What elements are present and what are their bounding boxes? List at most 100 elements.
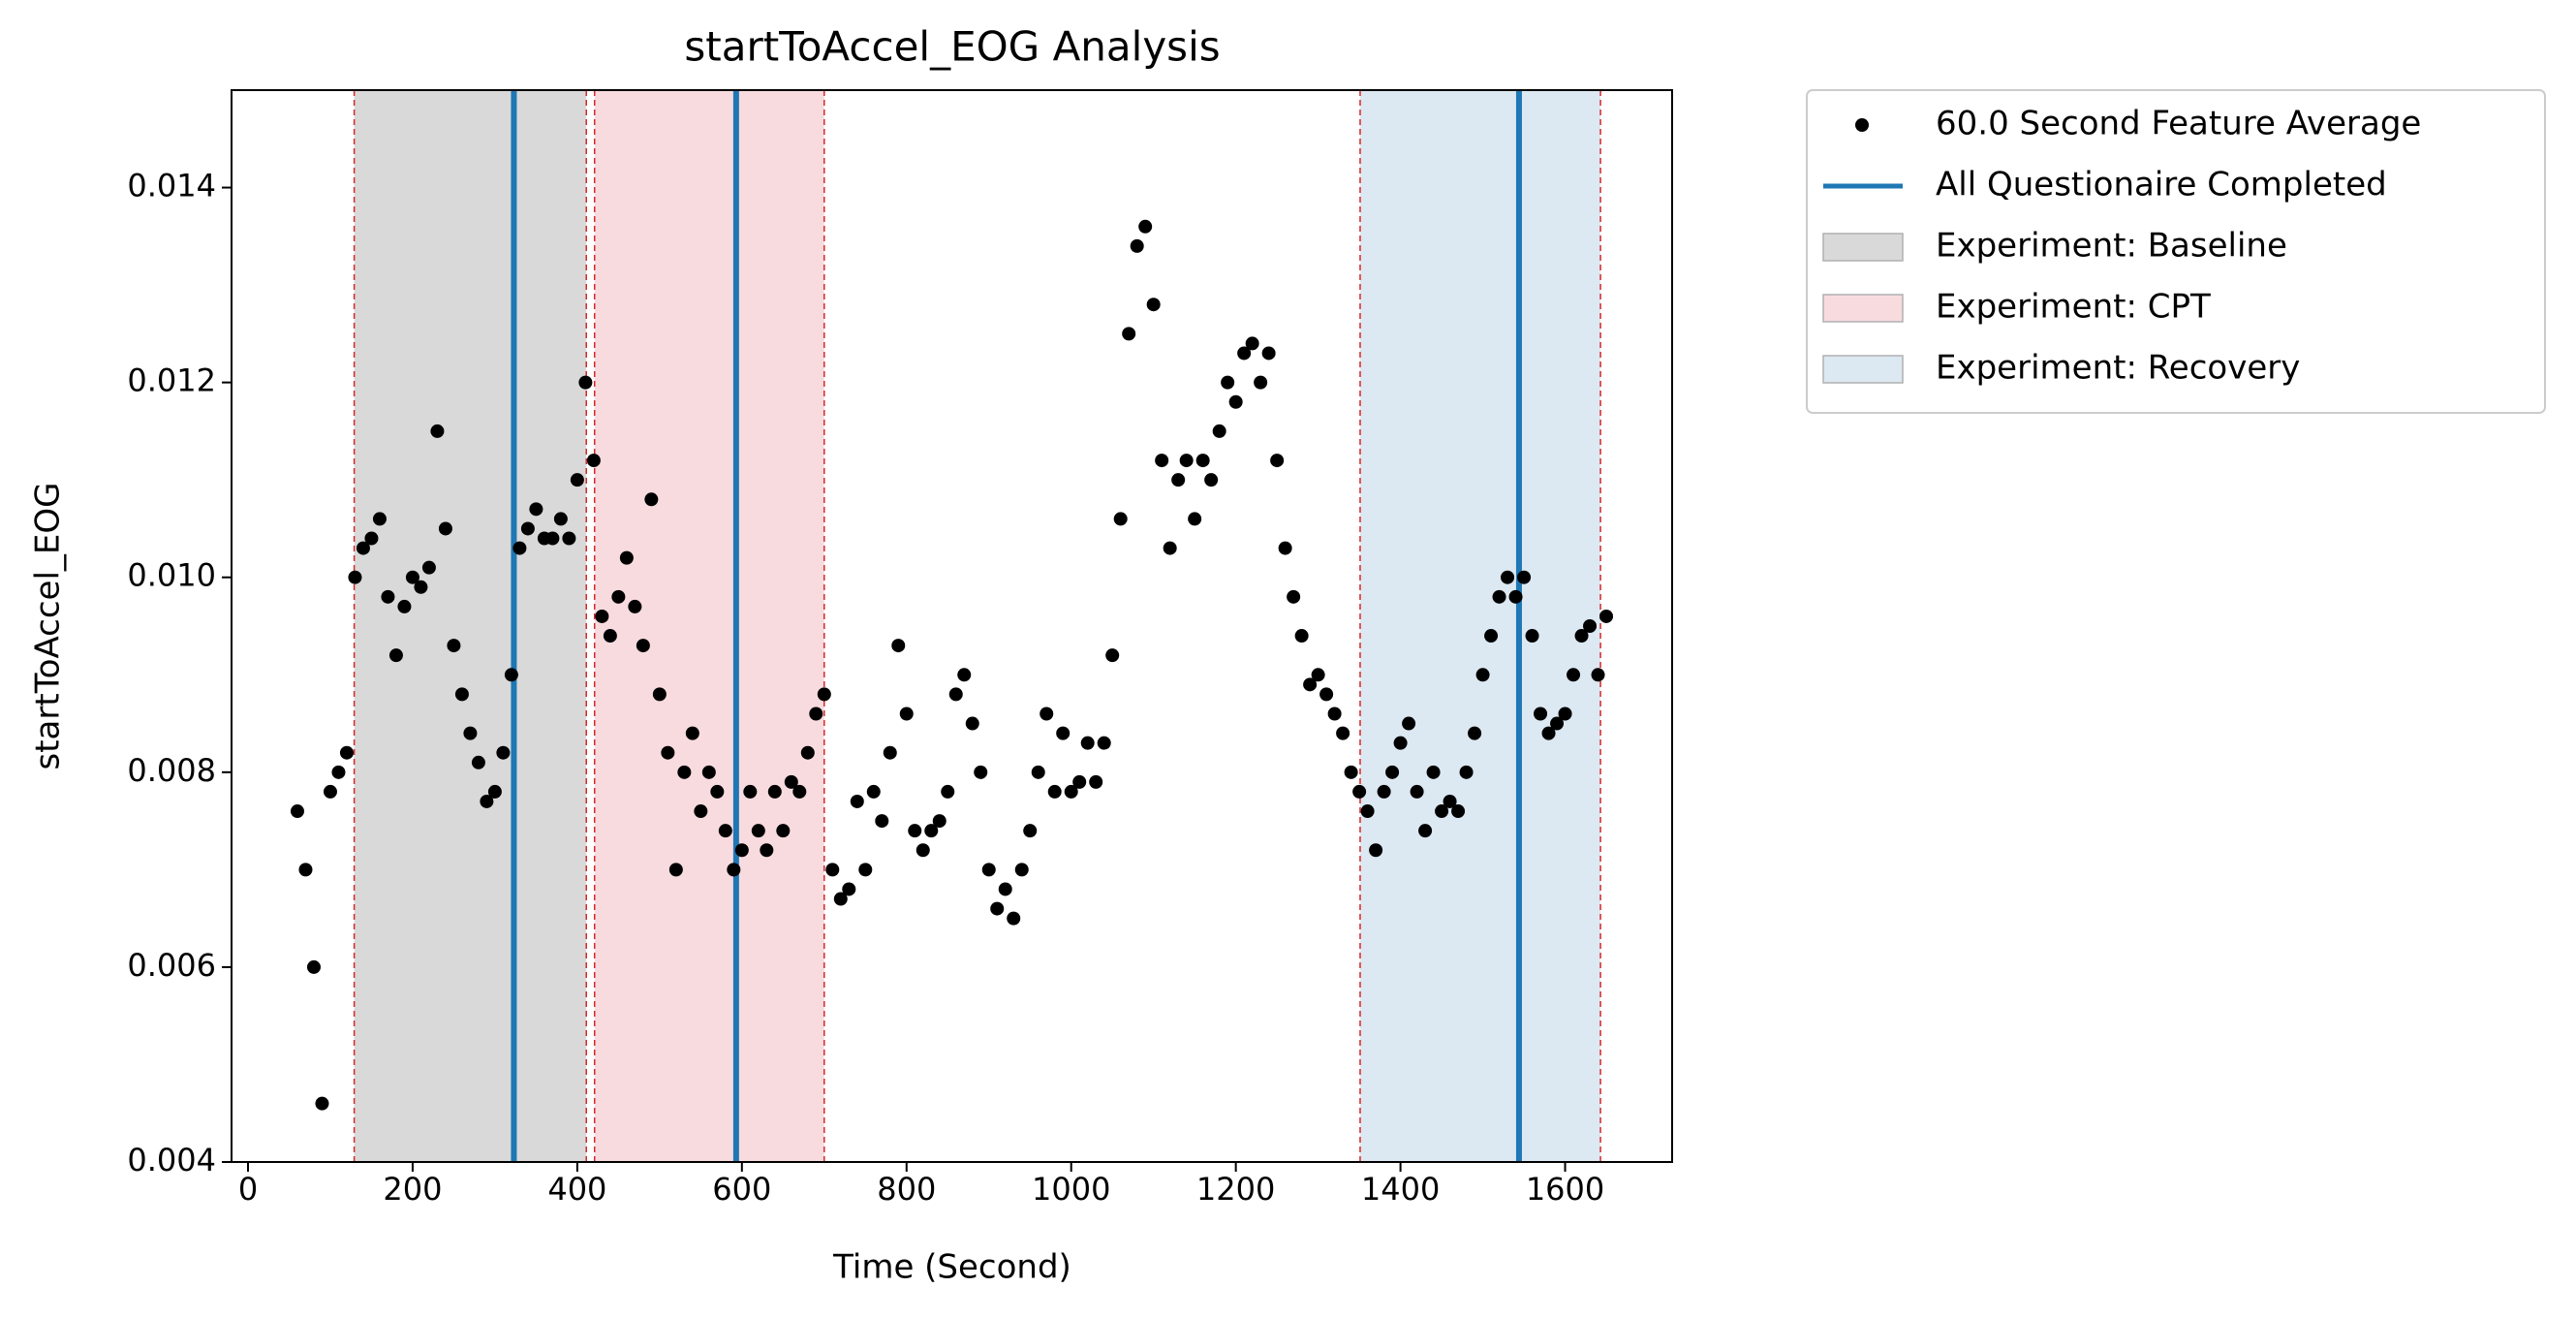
data-point (974, 765, 988, 779)
data-point (603, 629, 617, 644)
data-point (800, 745, 815, 760)
data-point (661, 745, 675, 760)
data-point (1443, 794, 1457, 808)
data-point (734, 843, 749, 858)
y-tick-label: 0.010 (127, 557, 216, 594)
data-point (760, 843, 774, 858)
data-point (1426, 765, 1441, 779)
data-point (586, 454, 601, 468)
data-point (891, 639, 906, 653)
data-point (430, 424, 445, 438)
data-point (784, 774, 798, 789)
data-point (1591, 668, 1605, 682)
data-point (1327, 707, 1342, 721)
data-point (1212, 424, 1226, 438)
data-point (751, 824, 765, 838)
data-point (1040, 707, 1054, 721)
data-point (1097, 736, 1111, 750)
x-tick-label: 600 (712, 1171, 771, 1208)
data-point (331, 765, 346, 779)
data-point (381, 589, 395, 604)
legend-label: Experiment: Baseline (1936, 227, 2287, 266)
data-point (1336, 726, 1350, 740)
data-point (998, 882, 1012, 896)
data-point (1377, 784, 1391, 799)
x-tick-label: 1600 (1526, 1171, 1604, 1208)
data-point (636, 639, 650, 653)
data-point (908, 824, 922, 838)
data-point (1517, 570, 1532, 584)
data-point (1541, 726, 1556, 740)
legend-patch (1822, 355, 1904, 384)
data-point (1468, 726, 1482, 740)
data-point (842, 882, 856, 896)
data-point (1294, 629, 1309, 644)
data-point (1254, 375, 1268, 390)
data-point (668, 863, 683, 877)
data-point (1023, 824, 1038, 838)
data-point (850, 794, 864, 808)
data-point (1221, 375, 1235, 390)
data-point (1245, 336, 1259, 351)
legend-patch (1822, 233, 1904, 262)
data-point (447, 639, 461, 653)
data-point (1501, 570, 1515, 584)
data-point (776, 824, 791, 838)
data-point (1130, 238, 1144, 253)
data-point (438, 521, 452, 536)
data-point (941, 784, 955, 799)
data-point (512, 541, 527, 555)
legend-label: Experiment: Recovery (1936, 349, 2300, 388)
data-point (405, 570, 419, 584)
data-point (315, 1096, 329, 1111)
data-point (677, 765, 692, 779)
data-point (694, 804, 708, 819)
data-point (553, 512, 568, 526)
data-point (1146, 298, 1161, 312)
data-point (306, 959, 321, 974)
data-point (1278, 541, 1292, 555)
data-point (767, 784, 782, 799)
data-point (1031, 765, 1045, 779)
data-point (1113, 512, 1128, 526)
x-tick-label: 400 (547, 1171, 606, 1208)
x-tick-label: 800 (877, 1171, 936, 1208)
chart-title: startToAccel_EOG Analysis (684, 23, 1220, 71)
data-point (487, 784, 502, 799)
data-point (1171, 473, 1186, 487)
data-point (1056, 726, 1071, 740)
data-point (520, 521, 535, 536)
x-tick-label: 0 (238, 1171, 258, 1208)
data-point (965, 716, 979, 731)
data-point (701, 765, 716, 779)
data-point (1080, 736, 1095, 750)
data-point (1550, 716, 1565, 731)
data-point (496, 745, 511, 760)
data-point (1311, 668, 1325, 682)
data-point (1105, 648, 1120, 663)
data-point (471, 755, 485, 769)
data-point (866, 784, 881, 799)
legend-label: All Questionaire Completed (1936, 166, 2387, 204)
data-point (1459, 765, 1474, 779)
legend-marker (1855, 118, 1869, 132)
data-point (1007, 911, 1021, 926)
data-point (685, 726, 699, 740)
legend-patch (1822, 294, 1904, 323)
data-point (562, 531, 576, 546)
data-point (833, 892, 848, 906)
data-point (323, 784, 337, 799)
data-point (356, 541, 370, 555)
data-point (1287, 589, 1301, 604)
data-point (932, 814, 947, 829)
y-tick-label: 0.012 (127, 362, 216, 399)
data-point (957, 668, 972, 682)
span (1359, 90, 1601, 1162)
data-point (1534, 707, 1548, 721)
data-point (364, 531, 379, 546)
data-point (1360, 804, 1375, 819)
legend-label: 60.0 Second Feature Average (1936, 105, 2421, 143)
data-point (1270, 454, 1285, 468)
data-point (1228, 394, 1243, 409)
data-point (1261, 346, 1276, 361)
